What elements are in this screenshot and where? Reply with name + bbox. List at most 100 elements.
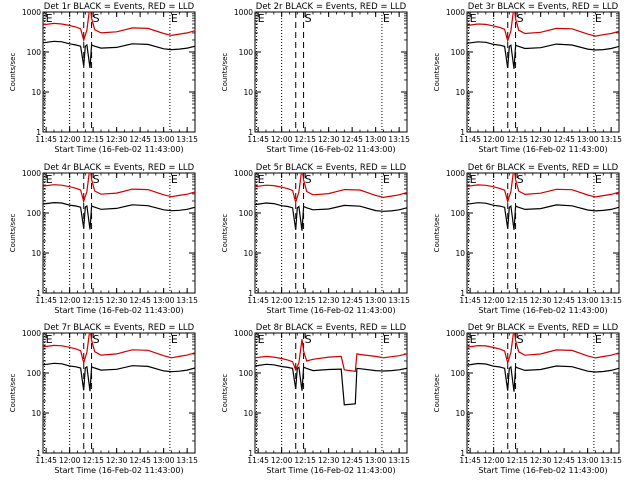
plot-frame [254,11,408,133]
y-axis-label: Counts/sec [221,53,229,92]
x-tick-label: 12:45 [129,135,151,144]
panel-det-5: Det 5r BLACK = Events, RED = LLD 1 10 100 10… [221,163,410,315]
y-tick-label: 1000 [234,169,253,178]
panel-det-6: Det 6r BLACK = Events, RED = LLD 1 10 100 10… [433,163,622,315]
y-tick-label: 1000 [22,329,41,338]
series-events-line [467,202,619,230]
x-tick-label: 12:00 [59,456,81,465]
y-axis-label: Counts/sec [221,374,229,413]
x-tick-label: 12:30 [318,135,340,144]
series-lld-line [43,333,195,366]
series-lld-line [43,173,195,204]
marker-label: S [305,173,312,186]
x-axis-label: Start Time (16-Feb-02 11:43:00) [478,145,607,154]
x-tick-label: 13:00 [577,135,599,144]
series-events-line [43,40,195,68]
marker-label: E [595,12,602,25]
panel-det-4: Det 4r BLACK = Events, RED = LLD 1 10 100 10… [9,163,198,315]
panel-title: Det 4r BLACK = Events, RED = LLD [44,163,195,173]
x-tick-label: 12:45 [341,296,363,305]
x-tick-label: 13:00 [577,296,599,305]
y-axis-label: Counts/sec [9,214,17,253]
marker-label: E [258,12,265,25]
y-tick-label: 100 [27,48,42,57]
panel-det-2: Det 2r BLACK = Events, RED = LLD 1 10 100 10… [221,2,410,154]
plot-frame [42,172,196,294]
panel-title: Det 8r BLACK = Events, RED = LLD [256,323,407,333]
marker-label: E [258,173,265,186]
x-tick-label: 12:15 [82,456,104,465]
y-axis-label: Counts/sec [433,53,441,92]
x-tick-label: 12:00 [271,456,293,465]
x-tick-label: 13:15 [176,296,198,305]
x-tick-label: 12:15 [506,456,528,465]
x-tick-label: 12:00 [271,135,293,144]
series-lld-line [255,173,407,205]
y-tick-label: 1 [248,289,253,298]
x-tick-label: 12:45 [129,456,151,465]
x-tick-label: 13:15 [388,135,410,144]
marker-label: S [93,173,100,186]
series-group [255,173,407,231]
marker-label: E [383,333,390,346]
plot-frame [42,332,196,454]
x-tick-label: 12:00 [59,135,81,144]
y-axis-label: Counts/sec [433,374,441,413]
series-events-line [43,362,195,392]
series-events-line [43,201,195,230]
marker-label: E [258,333,265,346]
y-tick-label: 100 [239,48,254,57]
y-tick-label: 100 [451,369,466,378]
x-tick-label: 13:00 [365,456,387,465]
marker-label: E [383,12,390,25]
series-group [467,12,619,69]
x-axis-label: Start Time (16-Feb-02 11:43:00) [478,466,607,475]
x-tick-label: 11:45 [35,456,57,465]
x-tick-label: 11:45 [459,135,481,144]
x-tick-label: 13:15 [600,296,622,305]
panel-title: Det 9r BLACK = Events, RED = LLD [468,323,619,333]
marker-label: E [46,173,53,186]
plot-frame [254,172,408,294]
marker-label: E [171,173,178,186]
marker-label: S [517,333,524,346]
x-tick-label: 12:15 [294,296,316,305]
y-tick-label: 1 [248,449,253,458]
y-tick-label: 1 [460,128,465,137]
x-axis-label: Start Time (16-Feb-02 11:43:00) [478,306,607,315]
x-axis-label: Start Time (16-Feb-02 11:43:00) [266,466,395,475]
x-tick-label: 12:00 [483,296,505,305]
x-tick-label: 12:45 [553,135,575,144]
panel-det-1: Det 1r BLACK = Events, RED = LLD 1 10 100 10… [9,2,198,154]
series-group [467,173,619,230]
series-lld-line [255,339,407,372]
x-axis-label: Start Time (16-Feb-02 11:43:00) [54,306,183,315]
y-tick-label: 1000 [234,329,253,338]
x-axis-label: Start Time (16-Feb-02 11:43:00) [54,145,183,154]
y-tick-label: 100 [27,369,42,378]
marker-label: S [93,12,100,25]
marker-label: S [517,173,524,186]
x-tick-label: 12:30 [318,456,340,465]
y-tick-label: 1 [36,449,41,458]
panel-det-9: Det 9r BLACK = Events, RED = LLD 1 10 100 10… [433,323,622,475]
x-tick-label: 12:30 [106,456,128,465]
x-tick-label: 13:15 [600,135,622,144]
series-events-line [255,363,407,406]
y-axis-label: Counts/sec [221,214,229,253]
marker-label: E [595,173,602,186]
x-tick-label: 12:45 [129,296,151,305]
y-tick-label: 10 [455,249,465,258]
y-axis-label: Counts/sec [9,374,17,413]
x-tick-label: 11:45 [247,296,269,305]
x-axis-label: Start Time (16-Feb-02 11:43:00) [266,145,395,154]
x-tick-label: 12:30 [106,296,128,305]
x-tick-label: 12:15 [506,296,528,305]
y-tick-label: 10 [31,409,41,418]
x-tick-label: 13:00 [153,456,175,465]
x-tick-label: 12:15 [82,296,104,305]
x-tick-label: 12:30 [530,456,552,465]
series-group [467,333,619,392]
x-tick-label: 12:00 [271,296,293,305]
y-tick-label: 10 [243,88,253,97]
